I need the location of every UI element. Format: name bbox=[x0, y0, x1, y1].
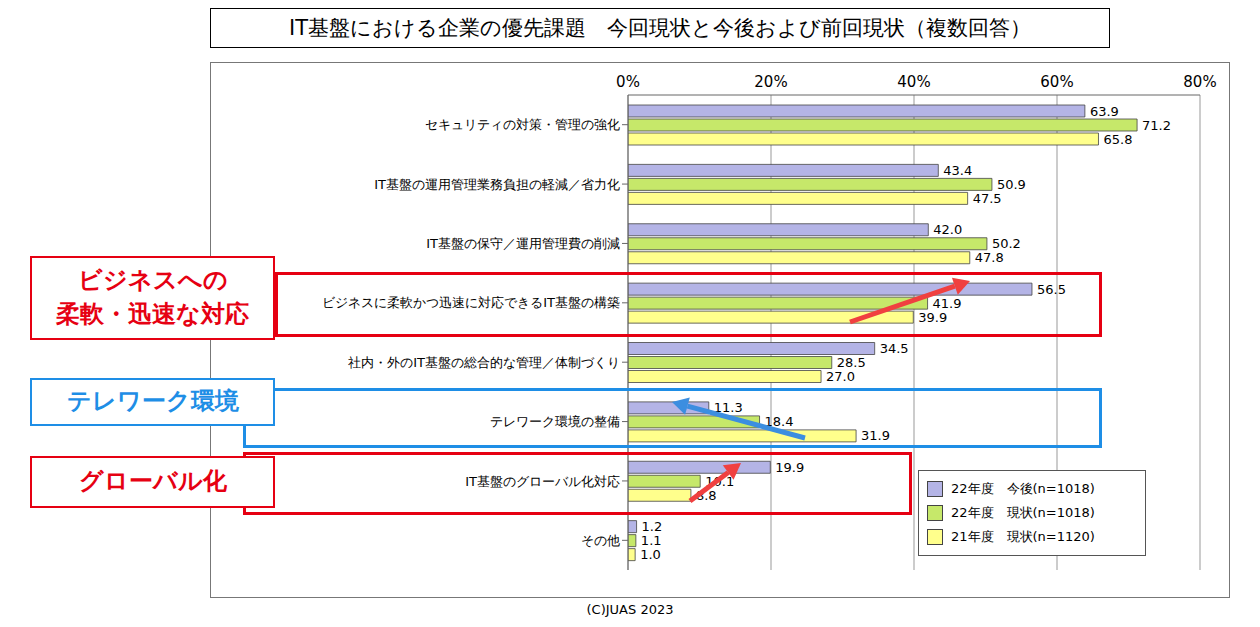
svg-text:18.4: 18.4 bbox=[765, 414, 794, 429]
svg-text:34.5: 34.5 bbox=[880, 341, 909, 356]
svg-text:63.9: 63.9 bbox=[1090, 104, 1119, 119]
svg-text:42.0: 42.0 bbox=[933, 222, 962, 237]
svg-text:47.5: 47.5 bbox=[973, 191, 1002, 206]
svg-text:IT基盤の運用管理業務負担の軽減／省力化: IT基盤の運用管理業務負担の軽減／省力化 bbox=[374, 177, 620, 192]
svg-text:27.0: 27.0 bbox=[826, 369, 855, 384]
svg-text:41.9: 41.9 bbox=[933, 296, 962, 311]
svg-text:IT基盤の保守／運用管理費の削減: IT基盤の保守／運用管理費の削減 bbox=[426, 236, 620, 251]
svg-text:65.8: 65.8 bbox=[1103, 132, 1132, 147]
svg-text:ビジネスに柔軟かつ迅速に対応できるIT基盤の構築: ビジネスに柔軟かつ迅速に対応できるIT基盤の構築 bbox=[322, 295, 620, 310]
html-text:グローバル化: グローバル化 bbox=[78, 467, 227, 496]
svg-text:20%: 20% bbox=[754, 73, 787, 91]
html-text:ビジネスへの 柔軟・迅速な対応: ビジネスへの 柔軟・迅速な対応 bbox=[56, 266, 249, 328]
svg-text:71.2: 71.2 bbox=[1142, 118, 1171, 133]
svg-text:47.8: 47.8 bbox=[975, 250, 1004, 265]
svg-text:1.2: 1.2 bbox=[642, 519, 663, 534]
svg-text:28.5: 28.5 bbox=[837, 355, 866, 370]
svg-text:テレワーク環境の整備: テレワーク環境の整備 bbox=[490, 414, 620, 429]
svg-text:60%: 60% bbox=[1040, 73, 1073, 91]
svg-text:0%: 0% bbox=[616, 73, 640, 91]
svg-text:1.0: 1.0 bbox=[640, 547, 661, 562]
html-text:テレワーク環境: テレワーク環境 bbox=[66, 387, 239, 416]
html-text:22年度 今後(n=1018): 22年度 今後(n=1018) bbox=[951, 481, 1095, 496]
html-text:(C)JUAS 2023: (C)JUAS 2023 bbox=[586, 602, 674, 617]
svg-text:社内・外のIT基盤の総合的な管理／体制づくり: 社内・外のIT基盤の総合的な管理／体制づくり bbox=[348, 355, 620, 370]
svg-text:56.5: 56.5 bbox=[1037, 282, 1066, 297]
svg-text:11.3: 11.3 bbox=[714, 400, 743, 415]
svg-text:31.9: 31.9 bbox=[861, 428, 890, 443]
svg-text:50.2: 50.2 bbox=[992, 236, 1021, 251]
svg-text:50.9: 50.9 bbox=[997, 177, 1026, 192]
svg-text:8.8: 8.8 bbox=[696, 488, 717, 503]
svg-text:43.4: 43.4 bbox=[943, 163, 972, 178]
svg-text:1.1: 1.1 bbox=[641, 533, 662, 548]
html-text:22年度 現状(n=1018): 22年度 現状(n=1018) bbox=[951, 505, 1095, 520]
html-text:21年度 現状(n=1120): 21年度 現状(n=1120) bbox=[951, 529, 1095, 544]
svg-text:10.1: 10.1 bbox=[705, 474, 734, 489]
svg-text:39.9: 39.9 bbox=[918, 310, 947, 325]
svg-text:IT基盤のグローバル化対応: IT基盤のグローバル化対応 bbox=[465, 474, 620, 489]
svg-text:その他: その他 bbox=[581, 533, 620, 548]
svg-text:19.9: 19.9 bbox=[775, 460, 804, 475]
svg-text:80%: 80% bbox=[1183, 73, 1216, 91]
svg-text:40%: 40% bbox=[897, 73, 930, 91]
svg-text:セキュリティの対策・管理の強化: セキュリティの対策・管理の強化 bbox=[425, 117, 620, 132]
html-text:IT基盤における企業の優先課題 今回現状と今後および前回現状: IT基盤における企業の優先課題 今回現状と今後および前回現状（複数回答） bbox=[289, 16, 1031, 40]
